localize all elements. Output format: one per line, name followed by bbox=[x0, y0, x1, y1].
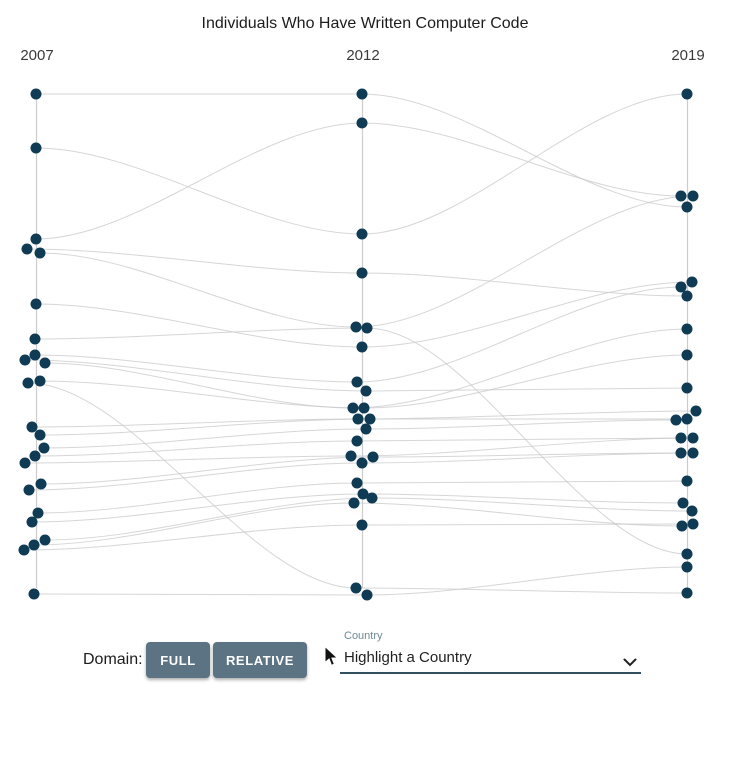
data-point[interactable] bbox=[364, 413, 376, 425]
data-point[interactable] bbox=[28, 588, 40, 600]
data-point[interactable] bbox=[39, 357, 51, 369]
data-point[interactable] bbox=[681, 323, 693, 335]
data-point[interactable] bbox=[681, 290, 693, 302]
data-point[interactable] bbox=[351, 376, 363, 388]
mouse-cursor-icon bbox=[324, 645, 339, 672]
data-point[interactable] bbox=[356, 341, 368, 353]
data-point[interactable] bbox=[675, 447, 687, 459]
data-point[interactable] bbox=[32, 507, 44, 519]
data-point[interactable] bbox=[357, 488, 369, 500]
data-point[interactable] bbox=[34, 247, 46, 259]
data-point[interactable] bbox=[358, 402, 370, 414]
data-point[interactable] bbox=[356, 88, 368, 100]
data-point[interactable] bbox=[687, 432, 699, 444]
data-point[interactable] bbox=[360, 423, 372, 435]
data-point[interactable] bbox=[30, 298, 42, 310]
country-line bbox=[36, 93, 688, 208]
data-point[interactable] bbox=[26, 516, 38, 528]
data-point[interactable] bbox=[29, 450, 41, 462]
country-line bbox=[39, 195, 694, 328]
data-point[interactable] bbox=[351, 435, 363, 447]
data-point[interactable] bbox=[356, 267, 368, 279]
data-point[interactable] bbox=[356, 519, 368, 531]
data-point[interactable] bbox=[35, 478, 47, 490]
data-point[interactable] bbox=[34, 429, 46, 441]
relative-domain-button[interactable]: RELATIVE bbox=[213, 642, 307, 678]
data-point[interactable] bbox=[367, 451, 379, 463]
country-line bbox=[27, 382, 688, 594]
country-select-group: Country Highlight a Country bbox=[340, 630, 641, 674]
axis-label-2007: 2007 bbox=[20, 47, 54, 64]
data-point[interactable] bbox=[23, 484, 35, 496]
data-point[interactable] bbox=[345, 450, 357, 462]
data-point[interactable] bbox=[356, 228, 368, 240]
data-point[interactable] bbox=[350, 582, 362, 594]
data-point[interactable] bbox=[18, 544, 30, 556]
data-point[interactable] bbox=[352, 413, 364, 425]
data-point[interactable] bbox=[681, 561, 693, 573]
data-point[interactable] bbox=[361, 322, 373, 334]
axis-label-2012: 2012 bbox=[346, 47, 380, 64]
data-point[interactable] bbox=[30, 88, 42, 100]
data-point[interactable] bbox=[351, 477, 363, 489]
axis-label-2019: 2019 bbox=[671, 47, 705, 64]
data-point[interactable] bbox=[676, 520, 688, 532]
data-point[interactable] bbox=[350, 321, 362, 333]
data-point[interactable] bbox=[28, 539, 40, 551]
data-point[interactable] bbox=[681, 587, 693, 599]
data-point[interactable] bbox=[34, 375, 46, 387]
full-domain-button[interactable]: FULL bbox=[146, 642, 210, 678]
data-point[interactable] bbox=[30, 142, 42, 154]
data-point[interactable] bbox=[677, 497, 689, 509]
data-point[interactable] bbox=[687, 190, 699, 202]
data-point[interactable] bbox=[348, 497, 360, 509]
data-point[interactable] bbox=[38, 442, 50, 454]
data-point[interactable] bbox=[39, 534, 51, 546]
data-point[interactable] bbox=[29, 333, 41, 345]
data-point[interactable] bbox=[670, 414, 682, 426]
domain-label: Domain: bbox=[83, 651, 143, 668]
data-point[interactable] bbox=[681, 201, 693, 213]
data-point[interactable] bbox=[690, 405, 702, 417]
data-point[interactable] bbox=[366, 492, 378, 504]
data-point[interactable] bbox=[675, 432, 687, 444]
data-point[interactable] bbox=[681, 475, 693, 487]
country-select-label: Country bbox=[344, 630, 383, 642]
data-point[interactable] bbox=[681, 413, 693, 425]
data-point[interactable] bbox=[681, 88, 693, 100]
country-select[interactable]: Highlight a Country bbox=[340, 645, 641, 674]
data-point[interactable] bbox=[19, 354, 31, 366]
parallel-coordinates-chart bbox=[18, 88, 702, 601]
data-point[interactable] bbox=[30, 233, 42, 245]
data-point[interactable] bbox=[29, 349, 41, 361]
data-point[interactable] bbox=[19, 457, 31, 469]
data-point[interactable] bbox=[675, 281, 687, 293]
data-point[interactable] bbox=[361, 589, 373, 601]
data-point[interactable] bbox=[347, 402, 359, 414]
data-point[interactable] bbox=[687, 518, 699, 530]
data-point[interactable] bbox=[681, 349, 693, 361]
data-point[interactable] bbox=[22, 377, 34, 389]
country-line bbox=[34, 327, 688, 555]
data-point[interactable] bbox=[360, 385, 372, 397]
data-point[interactable] bbox=[681, 382, 693, 394]
data-point[interactable] bbox=[356, 117, 368, 129]
data-point[interactable] bbox=[356, 457, 368, 469]
chart-title: Individuals Who Have Written Computer Co… bbox=[201, 15, 529, 32]
data-point[interactable] bbox=[686, 276, 698, 288]
data-point[interactable] bbox=[26, 421, 38, 433]
data-point[interactable] bbox=[686, 505, 698, 517]
country-line bbox=[35, 122, 682, 240]
data-point[interactable] bbox=[681, 548, 693, 560]
data-point[interactable] bbox=[675, 190, 687, 202]
data-point[interactable] bbox=[21, 243, 33, 255]
data-point[interactable] bbox=[687, 447, 699, 459]
